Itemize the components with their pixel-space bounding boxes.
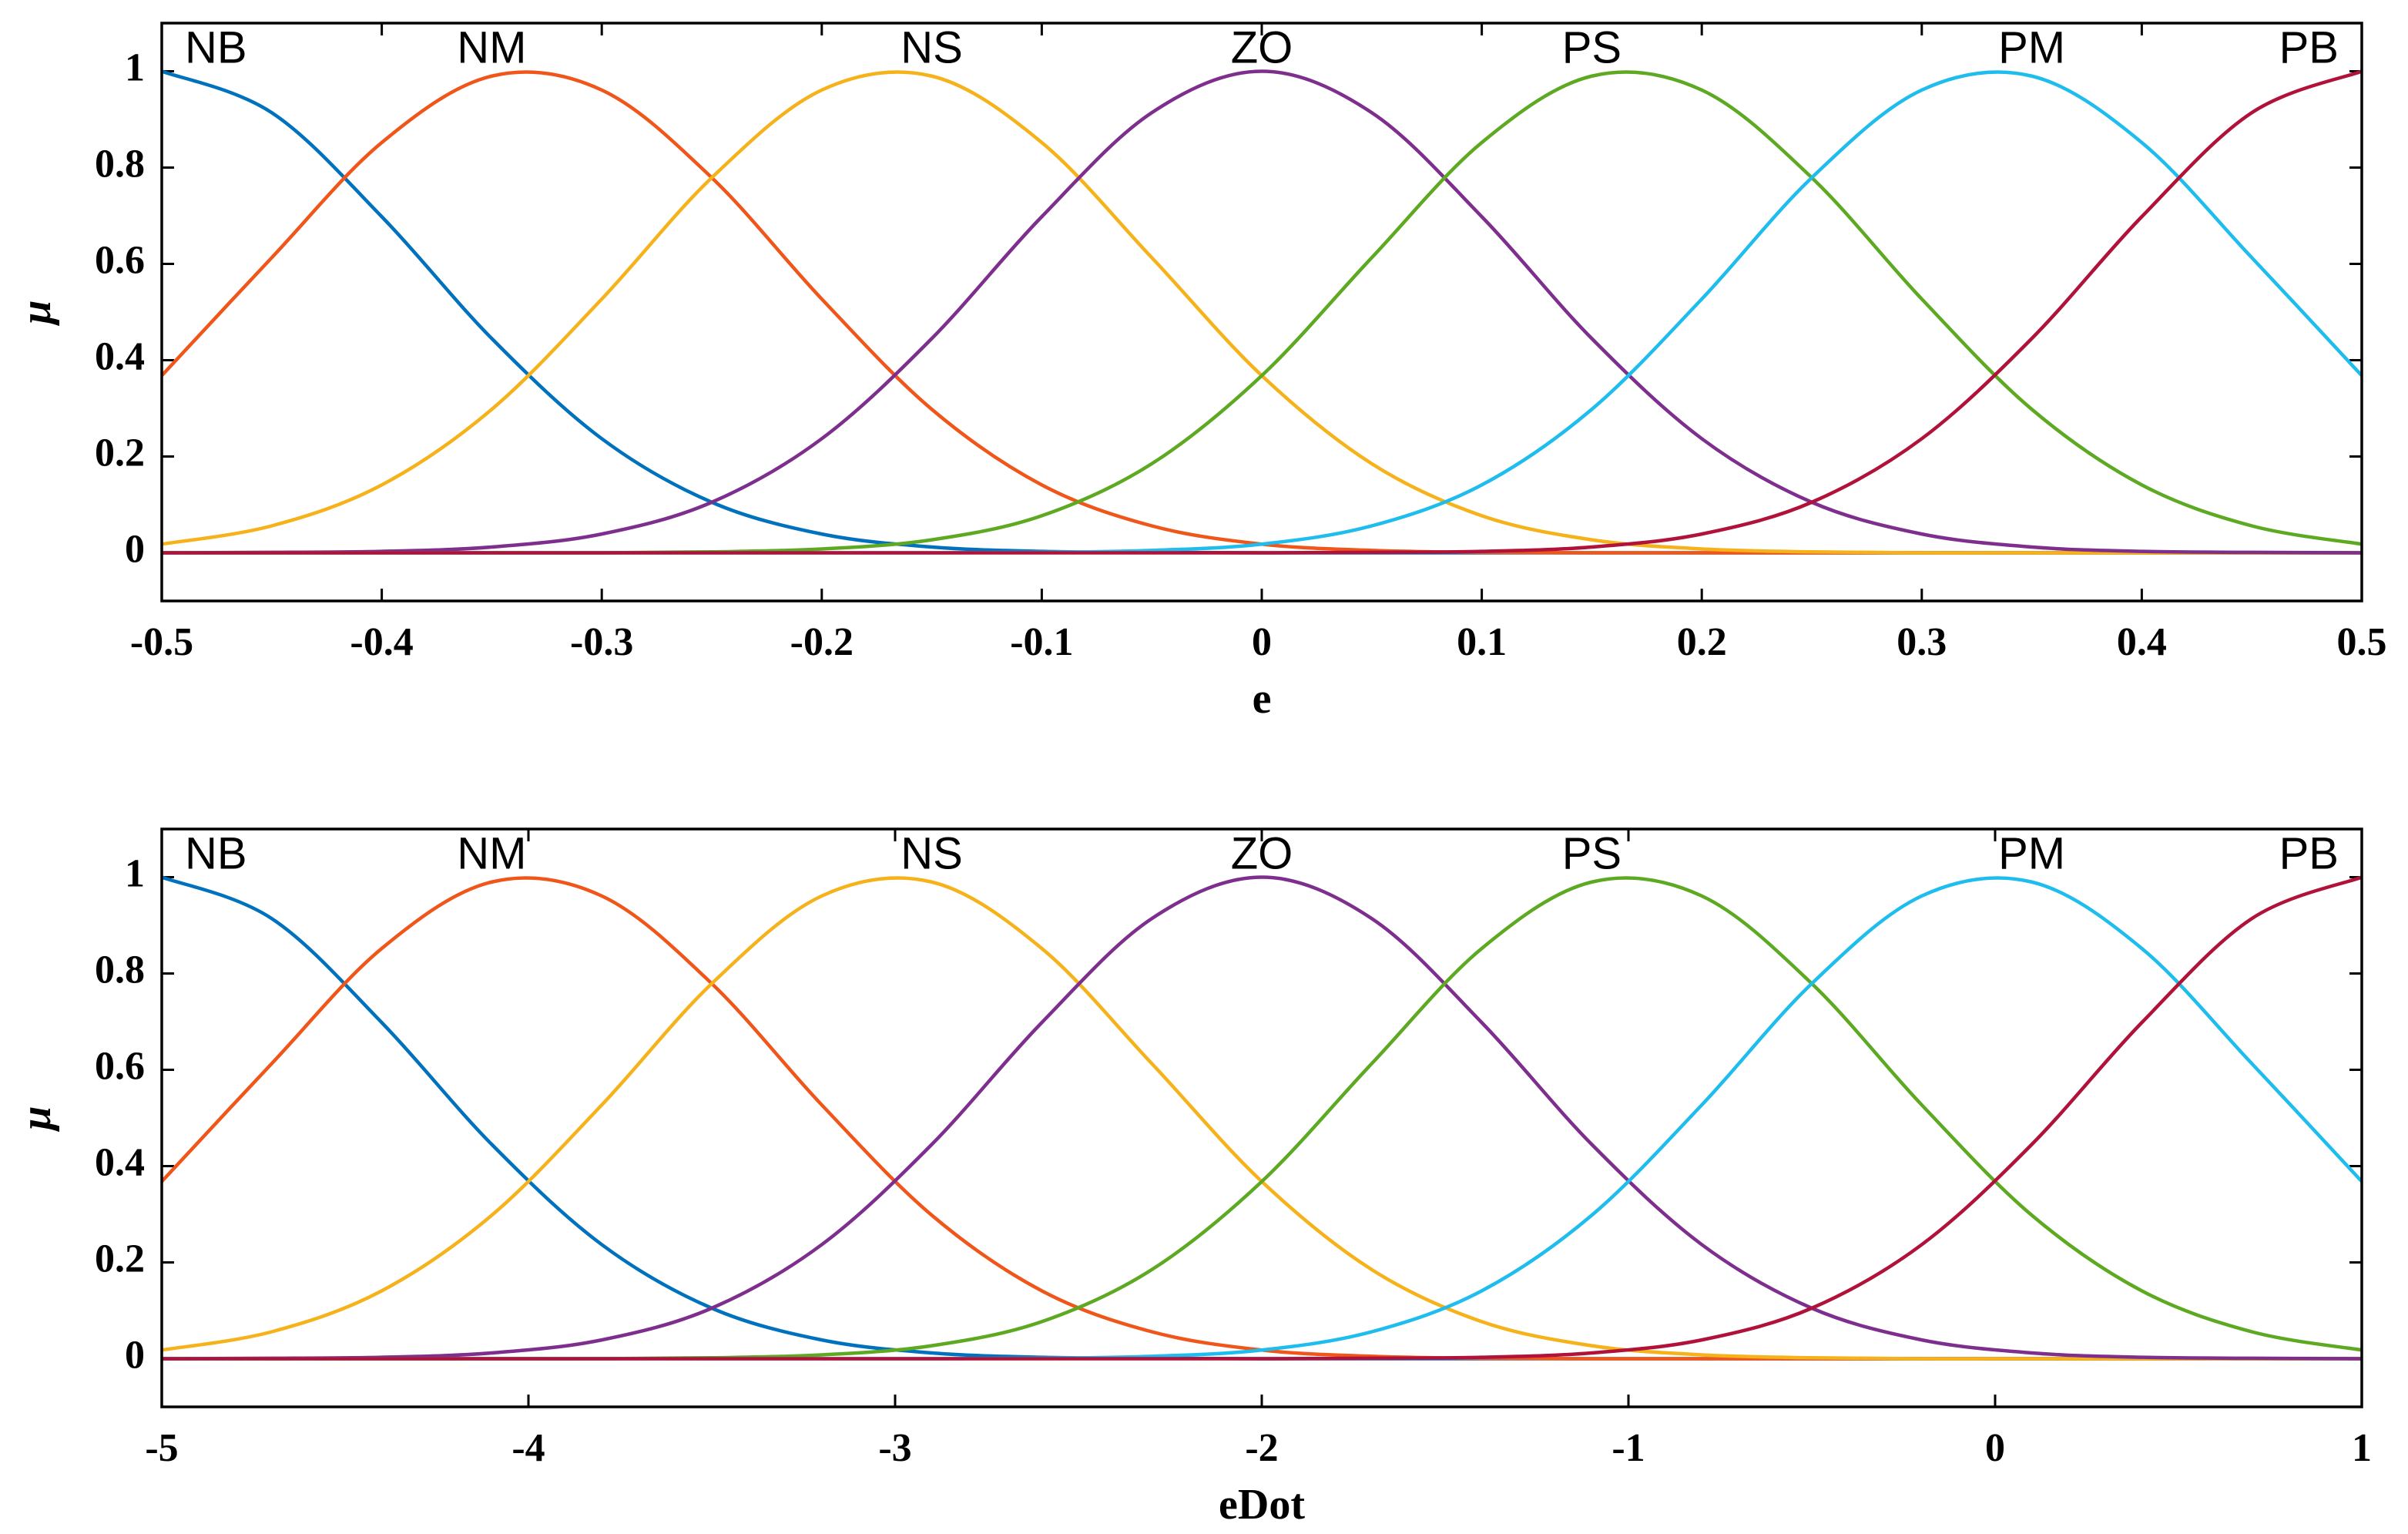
y-tick-label: 0.8 (95, 142, 145, 186)
series-line (162, 69, 2363, 555)
series-line (162, 70, 2363, 555)
y-tick-label: 0.6 (95, 1044, 145, 1088)
x-tick-label: 0.1 (1457, 620, 1507, 664)
y-tick-label: 0.4 (95, 1140, 145, 1184)
series-label: PB (2279, 828, 2339, 878)
series-label: NS (900, 22, 963, 72)
series-label: PM (1998, 828, 2065, 878)
axes-box (160, 22, 2363, 603)
series-label: PM (1998, 22, 2065, 72)
series-label: NM (457, 828, 526, 878)
y-tick-label: 0.6 (95, 238, 145, 282)
y-tick-label: 0 (125, 1333, 145, 1377)
x-tick-label: -5 (145, 1426, 178, 1470)
series-line (161, 69, 2362, 555)
series-label: PB (2279, 22, 2339, 72)
series-line (162, 70, 2363, 555)
x-tick-label: -0.5 (130, 620, 193, 664)
series-line (161, 69, 2363, 555)
x-tick-label: -0.1 (1010, 620, 1073, 664)
y-tick-label: 0.2 (95, 431, 145, 475)
y-tick-label: 0 (125, 527, 145, 571)
series-label: NS (900, 828, 963, 878)
y-axis-label: μ (12, 1106, 60, 1132)
x-tick-label: 0.2 (1677, 620, 1727, 664)
series-line (160, 70, 2362, 555)
y-axis-label: μ (12, 300, 60, 326)
series-label: PS (1562, 828, 1622, 878)
series-label: PS (1562, 22, 1622, 72)
x-tick-label: 1 (2352, 1426, 2372, 1470)
x-tick-label: -0.3 (570, 620, 633, 664)
y-tick-label: 0.2 (95, 1237, 145, 1281)
series-line (161, 875, 2362, 1361)
x-tick-label: -0.2 (790, 620, 854, 664)
series-label: NM (457, 22, 526, 72)
x-tick-label: 0.5 (2337, 620, 2387, 664)
series-label: ZO (1231, 22, 1293, 72)
series-label: NB (185, 828, 247, 878)
y-tick-label: 1 (125, 851, 145, 895)
series-line (162, 875, 2363, 1361)
x-tick-label: -3 (878, 1426, 911, 1470)
series-line (160, 876, 2362, 1361)
x-tick-label: 0.4 (2117, 620, 2167, 664)
x-axis-label: e (1253, 675, 1272, 723)
x-tick-label: 0 (1252, 620, 1272, 664)
series-line (162, 876, 2363, 1361)
y-tick-label: 0.8 (95, 948, 145, 992)
series-line (162, 876, 2363, 1361)
axes-box (160, 827, 2363, 1408)
series-label: ZO (1231, 828, 1293, 878)
x-tick-label: 0.3 (1897, 620, 1947, 664)
x-tick-label: 0 (1985, 1426, 2005, 1470)
x-tick-label: -2 (1245, 1426, 1278, 1470)
x-axis-label: eDot (1219, 1481, 1305, 1529)
series-line (161, 70, 2362, 555)
y-tick-label: 1 (125, 45, 145, 89)
series-label: NB (185, 22, 247, 72)
series-line (161, 875, 2363, 1361)
x-tick-label: -0.4 (350, 620, 413, 664)
y-tick-label: 0.4 (95, 334, 145, 378)
series-line (161, 876, 2362, 1361)
x-tick-label: -1 (1611, 1426, 1645, 1470)
x-tick-label: -4 (511, 1426, 545, 1470)
